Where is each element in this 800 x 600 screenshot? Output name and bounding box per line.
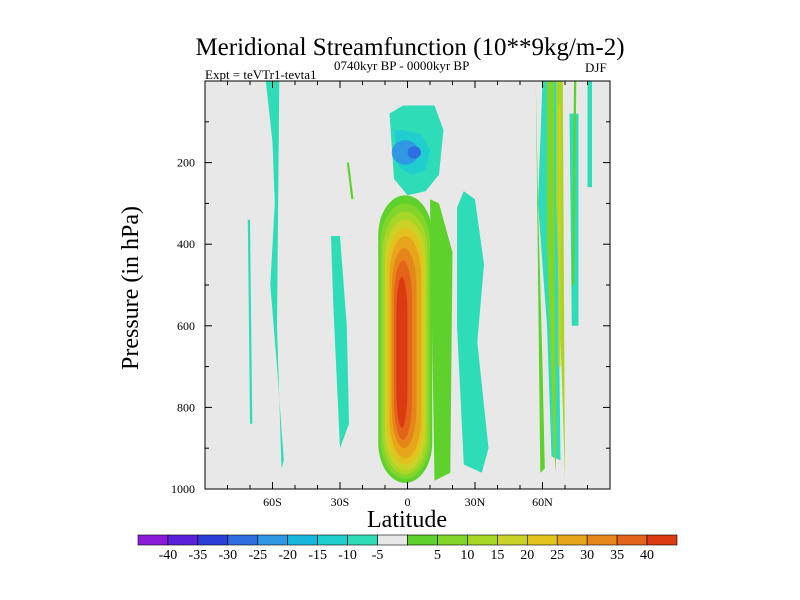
colorbar-label: -40 [159, 548, 178, 563]
x-tick-label: 60S [263, 495, 282, 509]
colorbar-swatch [137, 534, 169, 546]
colorbar-swatch [556, 534, 588, 546]
colorbar-swatch [407, 534, 438, 546]
y-tick-label: 400 [177, 237, 195, 251]
y-tick-label: 600 [177, 319, 195, 333]
colorbar-swatch [377, 534, 408, 546]
y-tick-label: 200 [177, 156, 195, 170]
colorbar-swatch [257, 534, 289, 546]
experiment-label: Expt = teVTr1-tevta1 [205, 67, 317, 82]
sh-patch-green [346, 162, 354, 200]
nh-pos-strip-5 [587, 81, 592, 188]
colorbar-label: 30 [580, 548, 594, 563]
period-label: 0740kyr BP - 0000kyr BP [334, 58, 469, 73]
colorbar-swatch [467, 534, 498, 546]
x-axis-label: Latitude [367, 507, 447, 533]
colorbar-label: -5 [372, 548, 384, 563]
axes: 60S 30S 0 30N 60N 200 400 600 800 1000 [171, 81, 611, 509]
season-label: DJF [585, 60, 607, 75]
colorbar-swatch [347, 534, 378, 546]
colorbar-swatch [437, 534, 468, 546]
equatorial-flank [430, 199, 453, 481]
colorbar-label: 25 [550, 548, 564, 563]
colorbar-label: -35 [189, 548, 208, 563]
y-tick-label: 1000 [171, 482, 195, 496]
colorbar-swatch [526, 534, 558, 546]
colorbar-label: -20 [278, 548, 297, 563]
nh-pos-strip-4 [571, 81, 577, 285]
sh-strip-west [265, 81, 284, 469]
upper-cell-core2 [407, 146, 421, 159]
upper-cell-core [391, 140, 419, 165]
colorbar: -40 -35 -30 -25 -20 -15 -10 -5 5 10 15 20 25 30 35 40 [137, 534, 678, 563]
colorbar-swatch [586, 534, 618, 546]
colorbar-swatch [167, 534, 199, 546]
colorbar-label: 40 [640, 548, 654, 563]
nh-pos-strip-1 [535, 81, 545, 473]
colorbar-label: -30 [218, 548, 237, 563]
colorbar-label: 10 [460, 548, 474, 563]
sh-mid-strip [331, 236, 349, 449]
contour-layer [247, 81, 592, 483]
colorbar-swatch [227, 534, 259, 546]
colorbar-swatch [287, 534, 318, 546]
y-tick-label: 800 [177, 400, 195, 414]
colorbar-label: -25 [248, 548, 267, 563]
equatorial-cell-level-9 [396, 276, 408, 428]
chart-title: Meridional Streamfunction (10**9kg/m-2) [195, 34, 624, 61]
colorbar-label: 20 [520, 548, 534, 563]
y-axis-label: Pressure (in hPa) [118, 206, 144, 370]
colorbar-label: -15 [308, 548, 327, 563]
sh-thin-line [247, 219, 253, 424]
x-tick-label: 0 [405, 495, 411, 509]
nh-pos-strip-3-core [558, 105, 561, 367]
colorbar-label: 35 [610, 548, 624, 563]
x-tick-label: 30N [465, 495, 486, 509]
colorbar-swatch [497, 534, 528, 546]
nh-pos-strip-2 [547, 81, 556, 473]
colorbar-swatch [317, 534, 348, 546]
colorbar-label: 15 [490, 548, 504, 563]
colorbar-swatch [616, 534, 648, 546]
x-tick-label: 60N [532, 495, 553, 509]
colorbar-label: 5 [434, 548, 441, 563]
colorbar-swatch [197, 534, 229, 546]
nh-strip-main [457, 191, 489, 473]
x-tick-label: 30S [331, 495, 350, 509]
colorbar-label: -10 [338, 548, 357, 563]
colorbar-swatch [646, 534, 678, 546]
